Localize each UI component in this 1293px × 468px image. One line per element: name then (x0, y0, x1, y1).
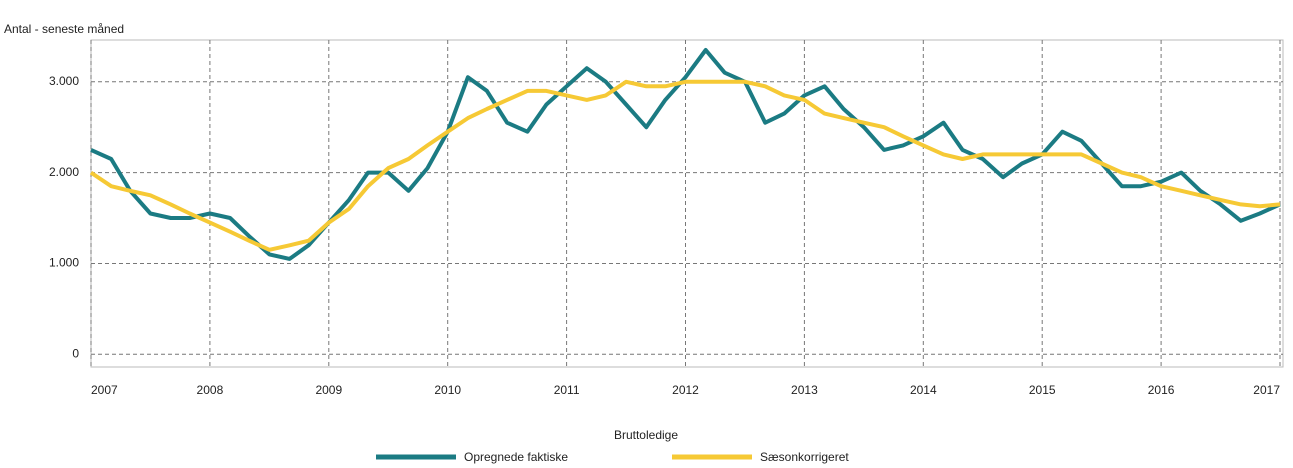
x-tick-label: 2016 (1148, 383, 1175, 397)
x-tick-label: 2010 (434, 383, 461, 397)
x-tick-label: 2012 (672, 383, 699, 397)
legend-title: Bruttoledige (614, 428, 678, 442)
x-tick-label: 2007 (91, 383, 118, 397)
x-tick-label: 2009 (315, 383, 342, 397)
legend-label: Opregnede faktiske (464, 450, 568, 464)
legend-label: Sæsonkorrigeret (760, 450, 849, 464)
y-tick-label: 0 (72, 346, 79, 360)
y-axis-label: Antal - seneste måned (4, 22, 124, 36)
x-tick-label: 2015 (1029, 383, 1056, 397)
series-line (90, 48, 1281, 261)
y-tick-label: 3.000 (49, 74, 79, 88)
x-tick-label: 2011 (554, 383, 580, 397)
x-tick-label: 2013 (791, 383, 818, 397)
x-tick-label: 2008 (197, 383, 224, 397)
y-tick-label: 1.000 (49, 256, 79, 270)
plot-frame (90, 39, 1284, 368)
x-tick-label: 2017 (1253, 383, 1280, 397)
x-tick-label: 2014 (910, 383, 937, 397)
y-tick-label: 2.000 (49, 165, 79, 179)
series-line (89, 79, 1281, 252)
